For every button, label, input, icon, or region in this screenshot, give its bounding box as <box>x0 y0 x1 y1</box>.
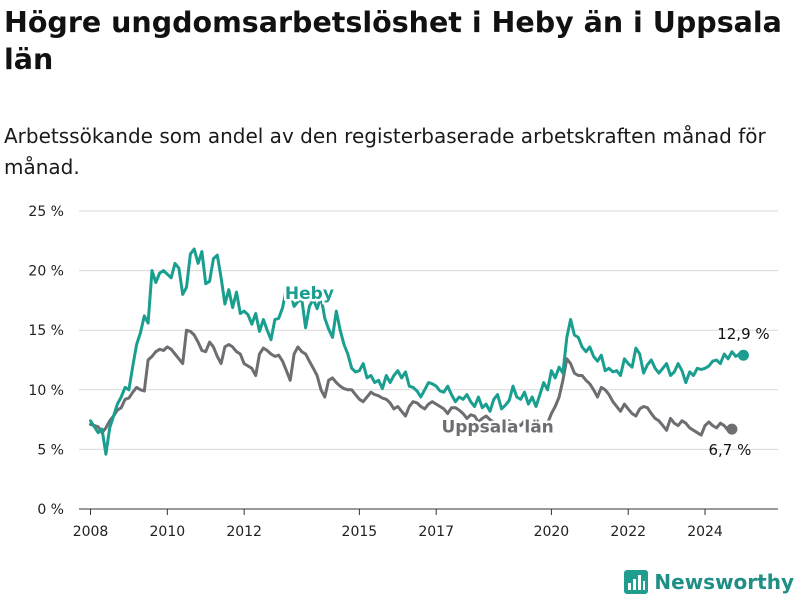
x-tick-label: 2022 <box>610 524 646 540</box>
y-tick-label: 25 % <box>28 204 64 220</box>
x-tick-label: 2024 <box>687 524 723 540</box>
end-point-uppsala-l-n <box>726 423 738 435</box>
series-label: Heby <box>285 284 334 304</box>
end-point-heby <box>737 349 749 361</box>
series-line-heby <box>89 247 745 456</box>
x-tick-label: 2010 <box>150 524 186 540</box>
y-tick-label: 10 % <box>28 383 64 399</box>
end-value-label-uppsala: 6,7 % <box>708 441 751 459</box>
y-tick-label: 15 % <box>28 323 64 339</box>
chart-subtitle: Arbetssökande som andel av den registerb… <box>4 124 766 179</box>
y-tick-label: 20 % <box>28 264 64 280</box>
series-labels: 12,9 % 6,7 % Heby Uppsala län <box>282 282 769 459</box>
newsworthy-logo: Newsworthy <box>624 570 794 594</box>
x-tick-label: 2017 <box>418 524 454 540</box>
x-tick-label: 2020 <box>534 524 570 540</box>
chart-title: Högre ungdomsarbetslöshet i Heby än i Up… <box>4 6 782 76</box>
x-tick-label: 2012 <box>226 524 262 540</box>
end-value-label-heby: 12,9 % <box>717 325 769 343</box>
brand-name: Newsworthy <box>654 570 794 594</box>
y-tick-label: 0 % <box>37 502 64 518</box>
grid-lines <box>79 210 778 510</box>
y-axis: 0 % 5 % 10 % 15 % 20 % 25 % <box>28 204 64 518</box>
series-lines <box>89 247 749 456</box>
bar-chart-logo-icon <box>624 570 649 594</box>
series-line-uppsala-l-n <box>89 328 734 437</box>
series-label: Uppsala län <box>441 418 553 438</box>
y-tick-label: 5 % <box>37 442 64 458</box>
x-tick-label: 2015 <box>342 524 378 540</box>
x-axis: 2008 2010 2012 2015 2017 2020 2022 2024 <box>73 509 723 540</box>
x-tick-label: 2008 <box>73 524 109 540</box>
